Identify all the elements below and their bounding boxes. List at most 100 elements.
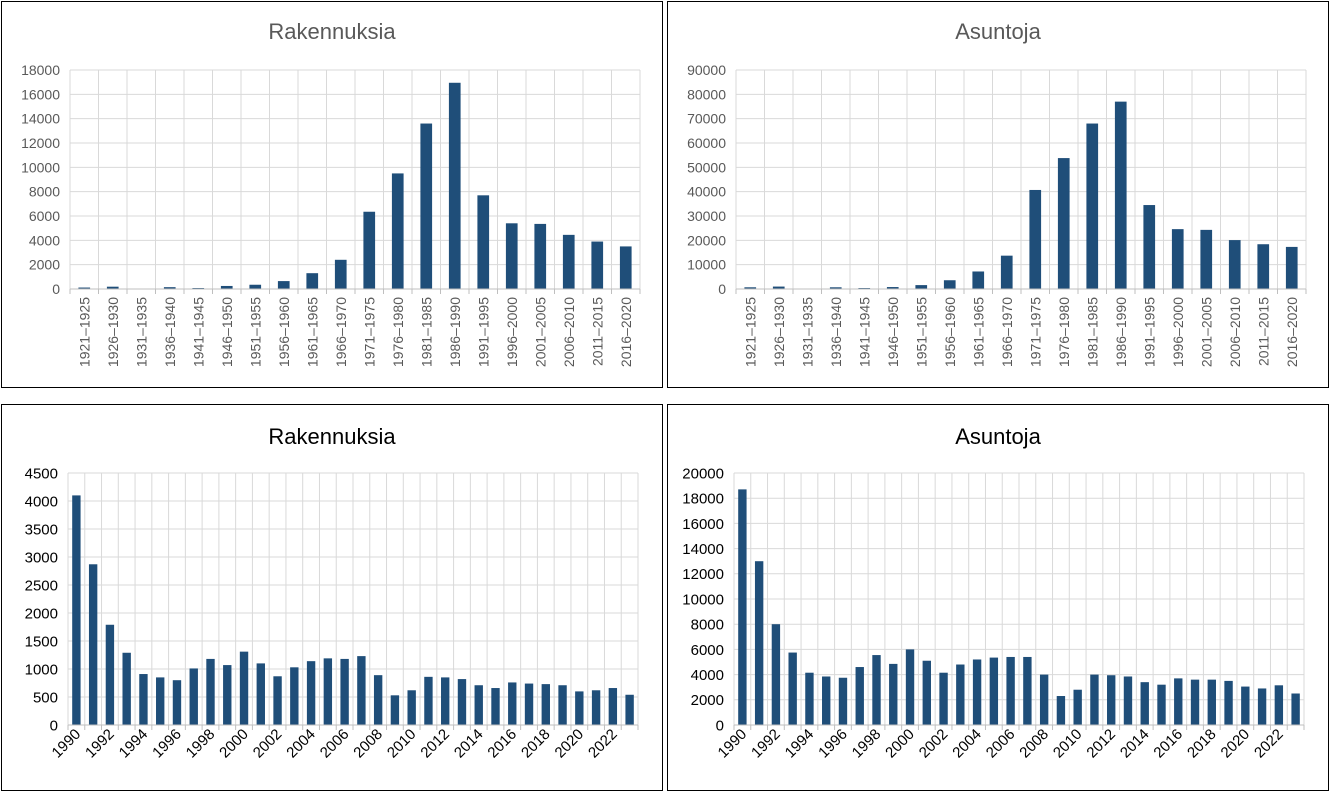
chart-panel-dwellings-by-year: Asuntoja 0 2000 4000 6000 8000 10000 12000 1400… — [667, 404, 1329, 791]
bar — [905, 649, 915, 725]
y-tick-label: 20000 — [687, 232, 726, 248]
y-tick-label: 18000 — [21, 62, 60, 78]
x-tick-label: 1921–1925 — [742, 297, 758, 367]
bar — [448, 82, 461, 290]
x-tick-label: 2018 — [518, 726, 554, 762]
bar — [1056, 696, 1066, 725]
y-tick-label: 4000 — [25, 493, 58, 510]
bar — [558, 685, 567, 725]
x-tick-label: 2018 — [1184, 726, 1220, 762]
bar — [491, 688, 500, 725]
x-tick-label: 2012 — [1083, 726, 1119, 762]
x-tick-label: 1931–1935 — [133, 297, 149, 367]
bar — [306, 273, 319, 289]
x-tick-label: 2010 — [1050, 726, 1086, 762]
bar — [541, 684, 550, 725]
bar — [1057, 158, 1070, 289]
x-tick-label: 1951–1955 — [247, 297, 263, 367]
y-tick-label: 10000 — [21, 159, 60, 175]
y-tick-label: 4500 — [25, 465, 58, 482]
x-tick-label: 1998 — [183, 726, 219, 762]
x-tick-label: 2000 — [216, 726, 252, 762]
bar — [1039, 674, 1049, 725]
bar — [139, 674, 148, 725]
bar — [1023, 656, 1032, 725]
y-tick-label: 2500 — [25, 577, 58, 594]
bar — [1143, 205, 1156, 289]
bar — [1073, 689, 1082, 725]
x-tick-label: 1976–1980 — [1056, 297, 1072, 367]
bar — [1171, 229, 1184, 289]
x-tick-label: 1931–1935 — [799, 297, 815, 367]
y-tick-label: 0 — [718, 281, 726, 297]
bar — [420, 123, 433, 290]
chart-panel-dwellings-by-period: Asuntoja 0 10000 20000 30000 40000 50000 60000… — [667, 1, 1329, 388]
x-tick-label: 1936–1940 — [828, 297, 844, 367]
bar — [591, 241, 604, 289]
bar — [788, 652, 797, 725]
bar — [172, 680, 182, 725]
y-tick-label: 16000 — [682, 516, 724, 533]
y-tick-label: 6000 — [691, 642, 724, 659]
bar — [972, 659, 982, 725]
x-tick-label: 2002 — [916, 726, 952, 762]
x-tick-label: 1951–1955 — [913, 297, 929, 367]
x-tick-label: 1946–1950 — [885, 297, 901, 367]
x-tick-label: 1926–1930 — [105, 297, 121, 367]
bar — [390, 695, 400, 725]
bar — [249, 284, 262, 289]
bar — [1029, 189, 1042, 289]
chart-plot: 0 10000 20000 30000 40000 50000 60000 70000 8000… — [687, 62, 1307, 367]
y-tick-label: 10000 — [687, 257, 726, 273]
bar — [407, 690, 416, 725]
bar — [1228, 240, 1241, 289]
x-tick-label: 1976–1980 — [390, 297, 406, 367]
bar — [189, 668, 198, 725]
y-tick-label: 1500 — [25, 633, 58, 650]
bar — [524, 683, 534, 725]
y-tick-label: 10000 — [682, 591, 724, 608]
y-tick-label: 2000 — [691, 692, 724, 709]
x-tick-label: 2004 — [949, 726, 985, 762]
bar — [1241, 686, 1250, 725]
x-tick-label: 2016 — [484, 726, 520, 762]
x-tick-label: 2006–2010 — [561, 297, 577, 367]
bar — [822, 676, 831, 725]
y-tick-label: 20000 — [682, 465, 724, 482]
bar — [156, 677, 165, 725]
x-tick-label: 1996 — [149, 726, 185, 762]
bar — [1157, 684, 1166, 725]
bar — [72, 495, 81, 725]
bar — [334, 259, 347, 289]
bar — [922, 660, 931, 725]
bar — [106, 286, 119, 289]
x-tick-label: 1981–1985 — [1084, 297, 1100, 367]
bar — [943, 280, 956, 289]
y-tick-label: 90000 — [687, 62, 726, 78]
bar — [915, 285, 928, 289]
bar — [441, 677, 450, 725]
bar — [608, 688, 618, 725]
x-tick-label: 1996–2000 — [1170, 297, 1186, 367]
bar — [477, 195, 490, 289]
chart-title: Asuntoja — [955, 19, 1041, 44]
y-tick-label: 50000 — [687, 159, 726, 175]
bar — [805, 672, 814, 725]
x-tick-label: 1971–1975 — [361, 297, 377, 367]
x-tick-label: 1992 — [82, 726, 118, 762]
x-tick-label: 2016–2020 — [1284, 297, 1300, 367]
x-tick-label: 1941–1945 — [856, 297, 872, 367]
bar — [956, 664, 965, 725]
bar — [363, 211, 376, 289]
bar — [206, 658, 215, 725]
bar — [122, 652, 131, 725]
x-tick-label: 2008 — [350, 726, 386, 762]
bar — [256, 663, 265, 725]
bar — [772, 286, 785, 289]
x-tick-label: 1966–1970 — [333, 297, 349, 367]
x-tick-label: 2002 — [250, 726, 286, 762]
bar — [1224, 680, 1233, 725]
chart-plot: 0 2000 4000 6000 8000 10000 12000 14000 16000 180… — [21, 62, 641, 367]
y-tick-label: 12000 — [21, 135, 60, 151]
x-tick-label: 1991–1995 — [1141, 297, 1157, 367]
